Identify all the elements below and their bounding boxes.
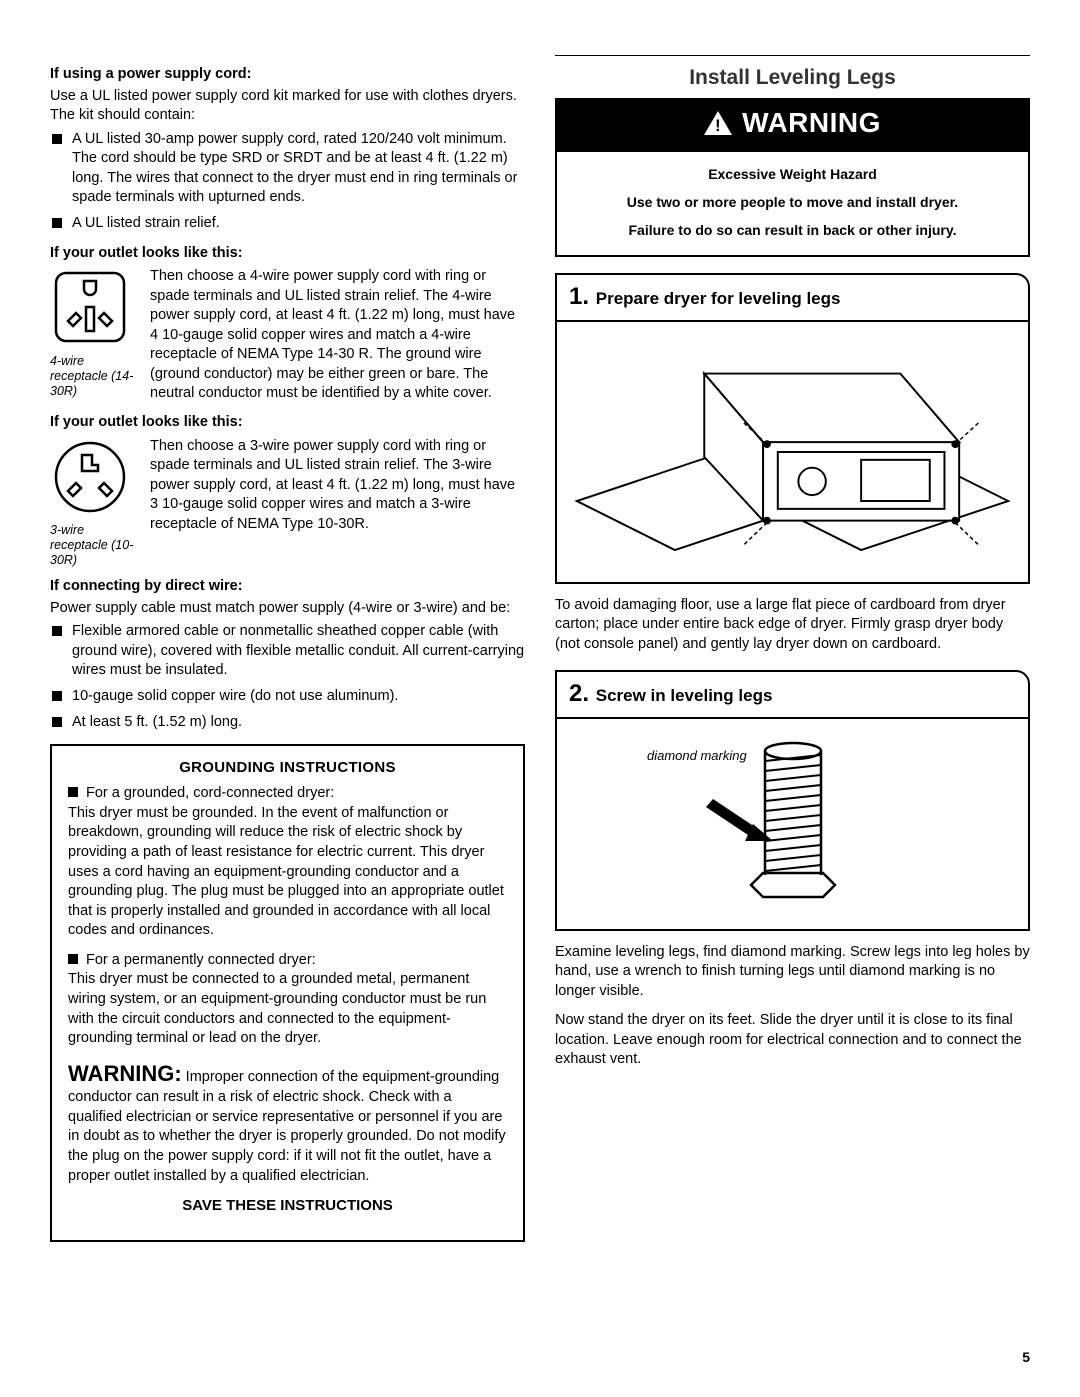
page-number: 5: [1022, 1348, 1030, 1367]
right-column: Install Leveling Legs WARNING Excessive …: [555, 55, 1030, 1242]
heading-outlet-4wire: If your outlet looks like this:: [50, 244, 525, 264]
warning-inline-label: WARNING:: [68, 1061, 182, 1086]
step-2-number: 2.: [569, 680, 589, 707]
step-1-number: 1.: [569, 283, 589, 310]
list-item: A UL listed 30-amp power supply cord, ra…: [50, 130, 525, 208]
outlet-4wire-row: 4-wire receptacle (14-30R) Then choose a…: [50, 267, 525, 407]
caption-3wire: 3-wire receptacle (10-30R): [50, 523, 140, 568]
direct-intro: Power supply cable must match power supp…: [50, 599, 525, 619]
warning-banner-text: WARNING: [742, 104, 881, 142]
heading-direct-wire: If connecting by direct wire:: [50, 577, 525, 597]
grounding-lead-2: For a permanently connected dryer:: [86, 952, 316, 968]
diamond-marking-label: diamond marking: [647, 749, 747, 764]
hazard-line-2: Use two or more people to move and insta…: [571, 192, 1014, 214]
grounding-p2: This dryer must be connected to a ground…: [68, 971, 486, 1046]
warning-banner: WARNING: [555, 98, 1030, 150]
square-bullet-icon: [68, 785, 86, 801]
step-1-header: 1. Prepare dryer for leveling legs: [557, 275, 1028, 321]
step-2-illustration: diamond marking: [557, 719, 1028, 929]
power-cord-intro: Use a UL listed power supply cord kit ma…: [50, 87, 525, 126]
grounding-p1: This dryer must be grounded. In the even…: [68, 805, 504, 938]
step-2-frame: 2. Screw in leveling legs diamond markin…: [555, 670, 1030, 930]
list-item: Flexible armored cable or nonmetallic sh…: [50, 622, 525, 681]
grounding-title: GROUNDING INSTRUCTIONS: [68, 758, 507, 778]
step-1-frame: 1. Prepare dryer for leveling legs: [555, 273, 1030, 583]
outlet-4wire-text: Then choose a 4-wire power supply cord w…: [150, 267, 525, 404]
step-1-illustration: [557, 322, 1028, 582]
hazard-line-1: Excessive Weight Hazard: [571, 164, 1014, 186]
receptacle-3wire-icon: [50, 437, 130, 517]
hazard-box: Excessive Weight Hazard Use two or more …: [555, 150, 1030, 257]
outlet-3wire-row: 3-wire receptacle (10-30R) Then choose a…: [50, 437, 525, 572]
step-1-title: Prepare dryer for leveling legs: [591, 289, 840, 308]
install-leveling-title: Install Leveling Legs: [555, 64, 1030, 92]
power-cord-list: A UL listed 30-amp power supply cord, ra…: [50, 130, 525, 234]
heading-power-cord: If using a power supply cord:: [50, 65, 525, 85]
square-bullet-icon: [68, 952, 86, 968]
step-2-text: Examine leveling legs, find diamond mark…: [555, 943, 1030, 1070]
list-item: 10-gauge solid copper wire (do not use a…: [50, 687, 525, 707]
save-instructions: SAVE THESE INSTRUCTIONS: [68, 1196, 507, 1216]
hazard-line-3: Failure to do so can result in back or o…: [571, 220, 1014, 242]
list-item: At least 5 ft. (1.52 m) long.: [50, 713, 525, 733]
step-1-text: To avoid damaging floor, use a large fla…: [555, 596, 1030, 655]
step-2-title: Screw in leveling legs: [591, 686, 772, 705]
list-item: A UL listed strain relief.: [50, 214, 525, 234]
receptacle-4wire-icon: [50, 267, 130, 347]
caption-4wire: 4-wire receptacle (14-30R): [50, 354, 140, 399]
grounding-instructions-box: GROUNDING INSTRUCTIONS For a grounded, c…: [50, 744, 525, 1242]
step-2-header: 2. Screw in leveling legs: [557, 672, 1028, 718]
direct-wire-list: Flexible armored cable or nonmetallic sh…: [50, 622, 525, 732]
outlet-3wire-text: Then choose a 3-wire power supply cord w…: [150, 437, 525, 569]
heading-outlet-3wire: If your outlet looks like this:: [50, 413, 525, 433]
warning-triangle-icon: [704, 111, 732, 135]
grounding-lead-1: For a grounded, cord-connected dryer:: [86, 785, 334, 801]
left-column: If using a power supply cord: Use a UL l…: [50, 55, 525, 1242]
